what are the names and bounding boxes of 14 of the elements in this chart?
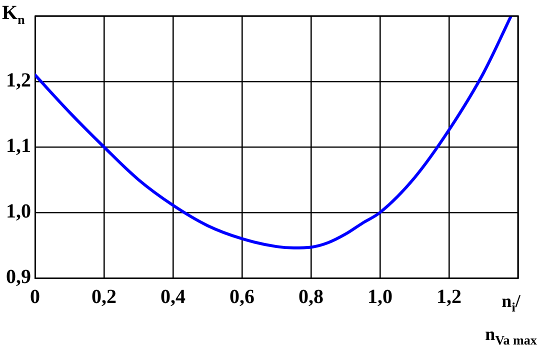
line-series bbox=[35, 16, 513, 250]
y-tick-label: 1,0 bbox=[6, 200, 31, 223]
x-tick-label: 1,0 bbox=[368, 286, 392, 308]
y-axis-title: K$_{n}$ bbox=[2, 2, 25, 28]
x-tick-label: 0,4 bbox=[160, 286, 186, 308]
x-tick-label: 0,2 bbox=[92, 286, 116, 308]
x-tick-label: 0,6 bbox=[230, 286, 254, 308]
y-tick-label: 1,1 bbox=[6, 135, 31, 158]
y-tick-label: 0,9 bbox=[6, 266, 31, 288]
x-tick-label: 1,2 bbox=[436, 286, 462, 308]
y-tick-label: 1,2 bbox=[6, 70, 31, 92]
x-tick-label: 0 bbox=[30, 286, 40, 308]
x-tick-label: 0,8 bbox=[298, 286, 324, 308]
text: n$_{i}$/n$_{Va max}$ bbox=[485, 291, 537, 347]
